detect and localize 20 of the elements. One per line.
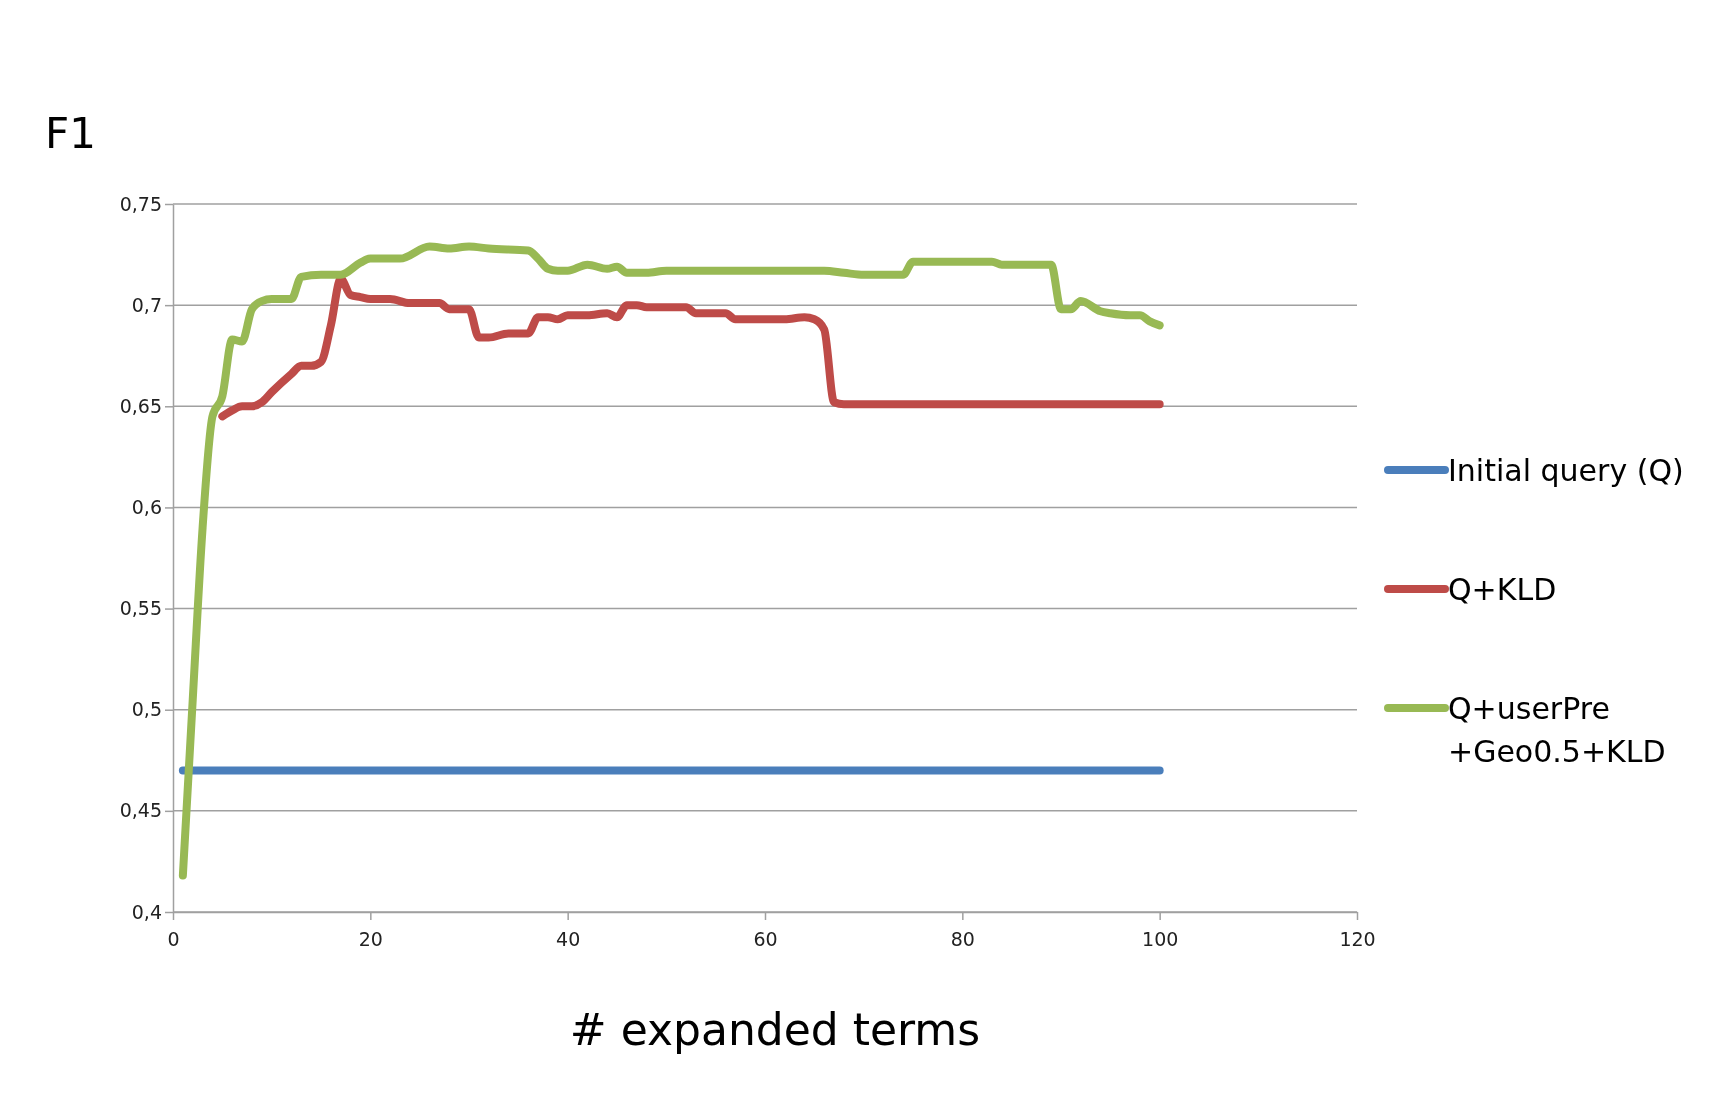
y-tick-label: 0,75 — [119, 192, 162, 215]
legend-label: Q+userPre +Geo0.5+KLD — [1448, 690, 1666, 769]
x-axis-title: # expanded terms — [569, 1004, 981, 1055]
y-tick-label: 0,4 — [131, 900, 162, 923]
y-tick-label: 0,65 — [119, 394, 162, 417]
y-tick-label: 0,5 — [131, 698, 162, 721]
y-tick-label: 0,6 — [131, 496, 162, 519]
x-tick-label: 60 — [753, 927, 778, 950]
x-tick-label: 20 — [358, 927, 383, 950]
y-tick-label: 0,7 — [131, 293, 162, 316]
x-tick-label: 0 — [167, 927, 180, 950]
x-tick-label: 100 — [1142, 927, 1179, 950]
y-tick-label: 0,45 — [119, 799, 162, 822]
y-axis-title: F1 — [45, 109, 96, 158]
legend-label: Initial query (Q) — [1448, 452, 1684, 488]
x-tick-label: 120 — [1339, 927, 1376, 950]
x-tick-label: 40 — [556, 927, 581, 950]
y-tick-label: 0,55 — [119, 597, 162, 620]
x-tick-label: 80 — [950, 927, 975, 950]
legend-label: Q+KLD — [1448, 571, 1557, 607]
